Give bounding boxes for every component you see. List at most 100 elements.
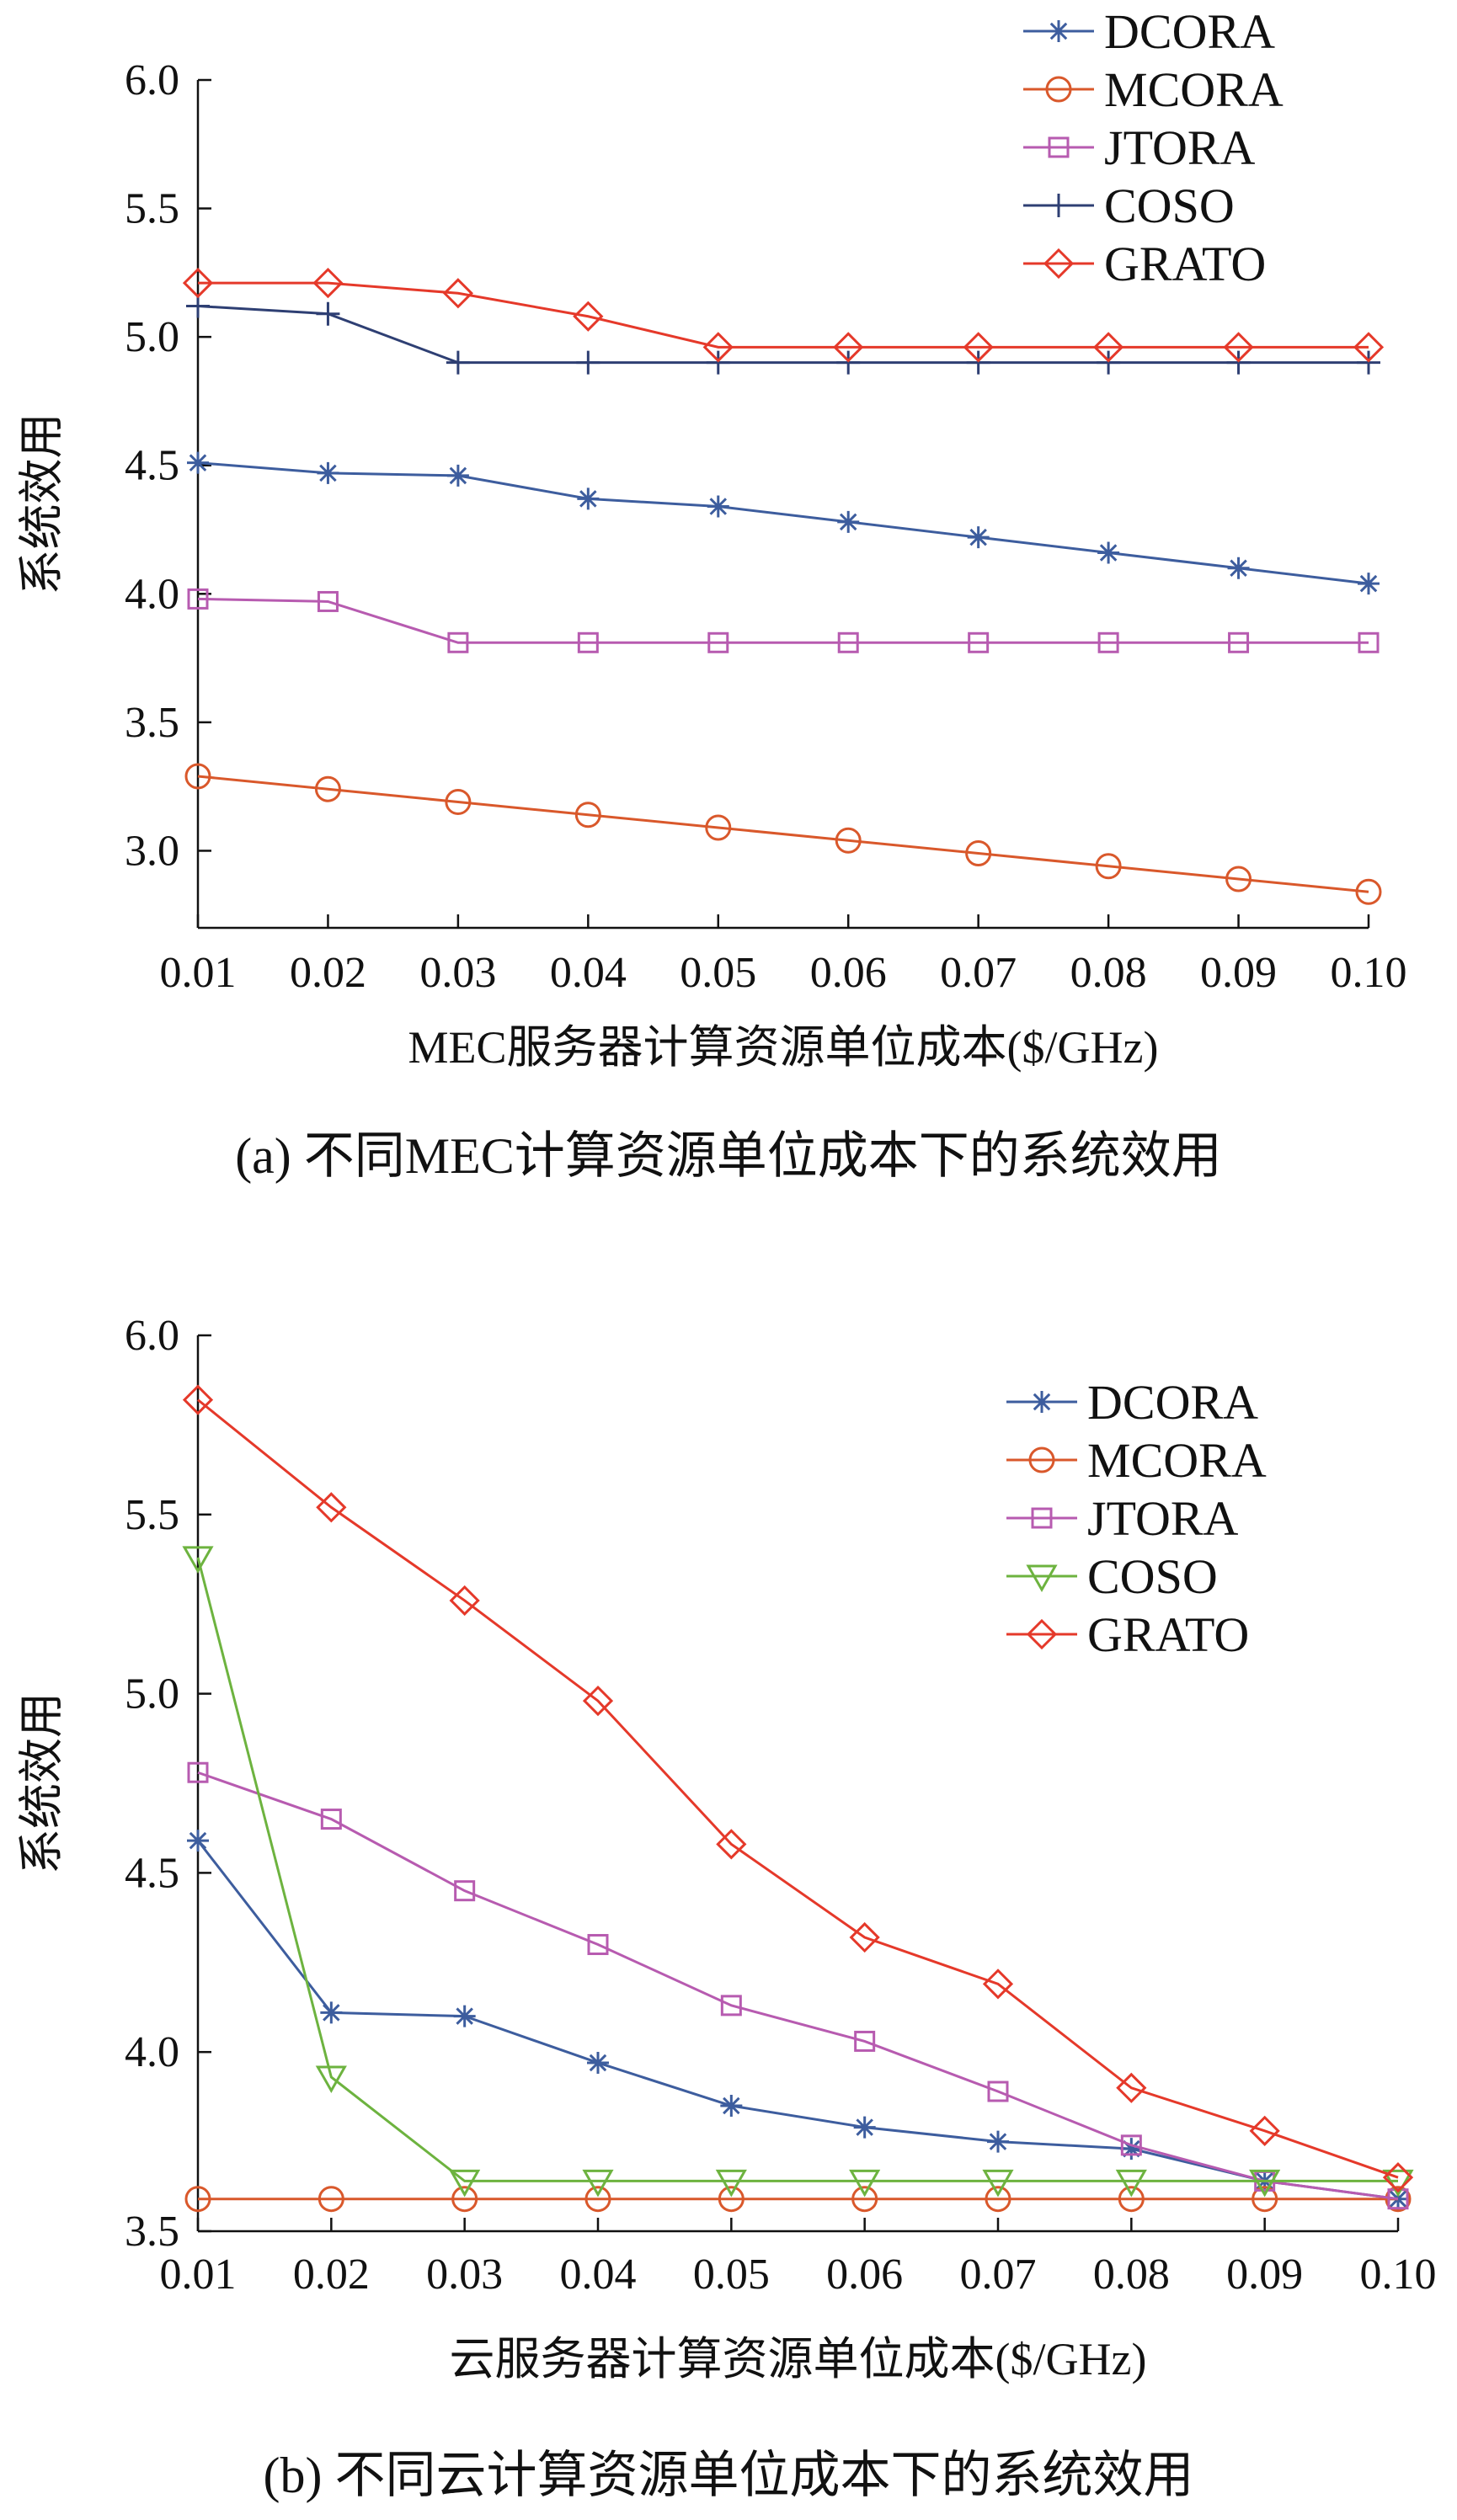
data-point — [317, 590, 339, 612]
x-tick-label: 0.01 — [160, 2251, 237, 2299]
data-point — [715, 2169, 747, 2198]
series-coso — [182, 1546, 1414, 2198]
data-point — [316, 1492, 347, 1523]
y-tick-label: 4.5 — [125, 1849, 179, 1897]
legend-item-mcora: MCORA — [1023, 62, 1284, 117]
legend-item-dcora: DCORA — [1006, 1375, 1258, 1430]
data-point — [1097, 541, 1120, 564]
legend-label: DCORA — [1104, 4, 1275, 59]
x-tick-label: 0.09 — [1226, 2251, 1303, 2299]
series-jtora — [187, 588, 1380, 653]
x-tick-label: 0.03 — [419, 949, 496, 997]
data-point — [454, 1880, 476, 1902]
legend-item-jtora: JTORA — [1023, 120, 1256, 175]
series-coso — [186, 294, 1380, 375]
data-point — [1385, 2186, 1412, 2213]
x-tick-label: 0.01 — [160, 949, 237, 997]
data-point — [184, 763, 211, 790]
x-tick-label: 0.05 — [693, 2251, 770, 2299]
legend-label: MCORA — [1104, 62, 1284, 117]
data-point — [1225, 866, 1252, 892]
data-point — [587, 2051, 609, 2074]
data-point — [184, 2186, 211, 2213]
data-point — [187, 1761, 209, 1783]
data-point — [449, 2169, 481, 2198]
data-point — [706, 350, 730, 375]
series-line-grato — [197, 1399, 1399, 2179]
data-point — [574, 802, 601, 828]
legend-item-mcora: MCORA — [1006, 1433, 1267, 1488]
data-point — [836, 350, 861, 375]
data-point — [1115, 2169, 1147, 2198]
data-point — [587, 1934, 609, 1956]
data-point — [1249, 2115, 1280, 2146]
data-point — [187, 588, 209, 610]
data-point — [582, 2169, 614, 2198]
x-tick-label: 0.07 — [960, 2251, 1037, 2299]
data-point — [316, 301, 340, 326]
data-point — [1223, 332, 1254, 363]
y-tick-label: 4.0 — [125, 570, 179, 618]
data-point — [187, 451, 209, 474]
series-jtora — [187, 1761, 1409, 2210]
y-tick-label: 5.5 — [125, 1491, 179, 1539]
data-point — [849, 2169, 881, 2198]
legend-item-coso: COSO — [1006, 1549, 1218, 1604]
data-point — [1382, 2162, 1414, 2193]
data-point — [449, 1585, 480, 1617]
data-point — [446, 464, 469, 487]
data-point — [987, 2130, 1009, 2153]
series-line-coso — [197, 305, 1369, 365]
x-tick-label: 0.09 — [1200, 949, 1277, 997]
data-point — [837, 510, 860, 533]
legend-label: MCORA — [1087, 1433, 1267, 1488]
y-tick-label: 4.0 — [125, 2028, 179, 2076]
x-axis-title: 云服务器计算资源单位成本($/GHz) — [450, 2334, 1147, 2384]
legend-marker — [1043, 248, 1075, 280]
data-point — [573, 301, 604, 332]
legend-marker — [1026, 1618, 1058, 1650]
legend-label: JTORA — [1104, 120, 1256, 175]
legend-marker — [1031, 1391, 1053, 1413]
data-point — [963, 332, 994, 363]
data-point — [582, 1685, 614, 1717]
y-tick-label: 4.5 — [125, 442, 179, 490]
data-point — [445, 788, 472, 815]
series-mcora — [184, 2186, 1412, 2213]
legend-marker — [1028, 1446, 1055, 1473]
data-point — [1355, 878, 1382, 905]
legend-marker — [1047, 194, 1070, 217]
legend-label: COSO — [1087, 1549, 1218, 1604]
data-point — [320, 2001, 343, 2024]
data-point — [577, 487, 600, 510]
data-point — [1120, 2134, 1142, 2156]
data-point — [707, 495, 729, 518]
data-point — [985, 2186, 1011, 2213]
y-axis-title: 系统效用 — [16, 1692, 67, 1874]
data-point — [317, 461, 339, 484]
data-point — [720, 1995, 742, 2017]
data-point — [720, 2095, 743, 2118]
data-point — [1095, 853, 1122, 880]
data-point — [707, 631, 729, 653]
legend-marker — [1048, 136, 1070, 158]
data-point — [1092, 332, 1124, 363]
y-tick-label: 5.5 — [125, 185, 179, 233]
data-point — [1249, 2169, 1281, 2198]
data-point — [442, 278, 474, 309]
legend-marker — [1048, 20, 1070, 42]
legend-label: GRATO — [1104, 237, 1266, 291]
legend-label: COSO — [1104, 178, 1235, 233]
x-tick-label: 0.02 — [293, 2251, 370, 2299]
data-point — [967, 526, 990, 549]
y-axis-title: 系统效用 — [16, 413, 67, 595]
data-point — [584, 2186, 611, 2213]
data-point — [718, 2186, 745, 2213]
series-mcora — [184, 763, 1382, 905]
data-point — [702, 332, 734, 363]
series-grato — [182, 1384, 1414, 2193]
data-point — [966, 350, 990, 375]
